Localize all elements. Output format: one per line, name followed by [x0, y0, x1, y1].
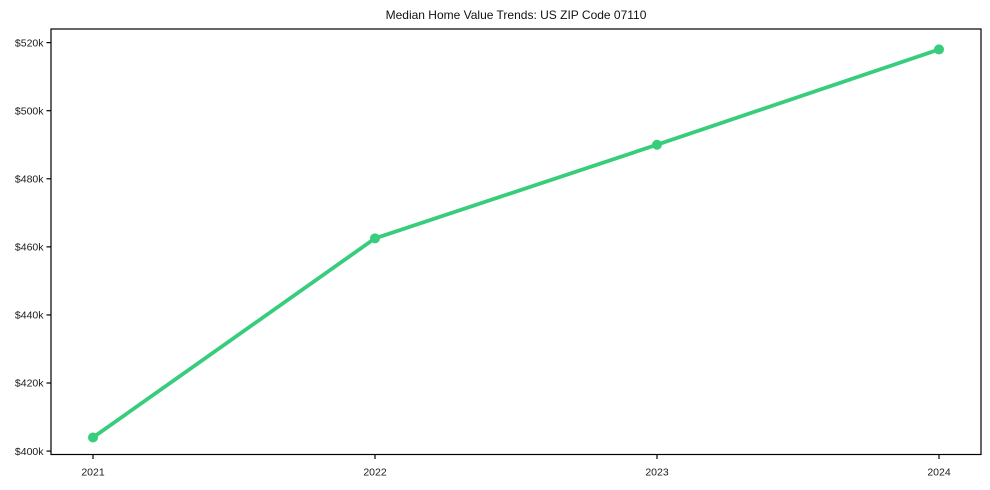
y-tick-label: $440k: [15, 310, 44, 322]
y-tick-label: $420k: [15, 378, 44, 390]
y-tick-label: $480k: [15, 173, 44, 185]
x-tick-label: 2021: [81, 467, 105, 479]
trend-line: [91, 47, 941, 440]
data-point-marker: [934, 44, 944, 55]
y-tick-label: $400k: [15, 446, 44, 458]
data-point-marker: [652, 139, 662, 150]
data-point-marker: [370, 233, 380, 244]
y-tick-label: $500k: [15, 105, 44, 117]
x-tick-label: 2023: [645, 467, 669, 479]
x-tick-label: 2024: [927, 467, 951, 479]
y-tick-label: $520k: [15, 37, 44, 49]
x-tick-label: 2022: [363, 467, 387, 479]
y-tick-label: $460k: [15, 242, 44, 254]
chart-title: Median Home Value Trends: US ZIP Code 07…: [385, 8, 647, 22]
data-point-marker: [88, 432, 98, 443]
plot-frame: [50, 28, 982, 456]
